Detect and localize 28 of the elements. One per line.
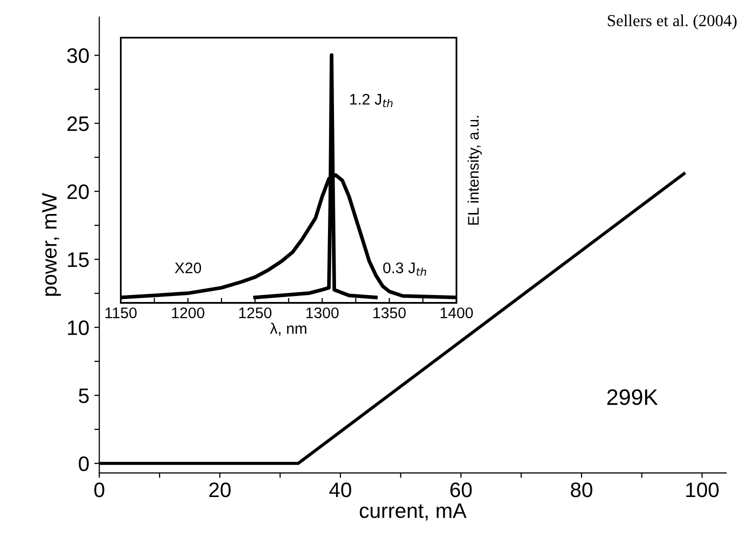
y-tick-label: 15 [68, 252, 89, 268]
y-tick-label: 20 [67, 184, 89, 200]
y-tick-label: 5 [78, 388, 89, 404]
x-axis-title: current, mA [360, 504, 467, 521]
y-axis-title: power, mW [42, 193, 61, 296]
x-tick-label: 1150 [106, 307, 137, 318]
x-tick-label: 80 [570, 482, 592, 498]
x-tick-label: 1250 [239, 307, 272, 318]
annotation: X20 [174, 262, 202, 274]
y-tick-label: 10 [68, 320, 89, 336]
x-tick-label: 100 [686, 482, 719, 498]
x-axis-title: λ, nm [270, 322, 306, 336]
series-label: 0.3 J$_{th}$ [383, 262, 426, 276]
x-tick-label: 0 [94, 482, 104, 498]
annotation: Sellers et al. (2004) [608, 14, 737, 30]
y-axis-title: EL intensity, a.u. [468, 116, 482, 225]
y-tick-label: 30 [67, 48, 89, 64]
x-tick-label: 1350 [373, 307, 406, 318]
x-tick-label: 20 [209, 482, 231, 498]
x-tick-label: 1300 [306, 307, 339, 318]
y-tick-label: 25 [67, 116, 89, 132]
annotation: 299K [607, 389, 658, 406]
series-label: 1.2 J$_{th}$ [350, 94, 393, 108]
y-tick-label: 0 [78, 456, 89, 472]
x-tick-label: 1200 [172, 307, 204, 318]
x-tick-label: 40 [329, 482, 352, 498]
x-tick-label: 1400 [440, 307, 473, 318]
x-tick-label: 60 [450, 482, 472, 498]
